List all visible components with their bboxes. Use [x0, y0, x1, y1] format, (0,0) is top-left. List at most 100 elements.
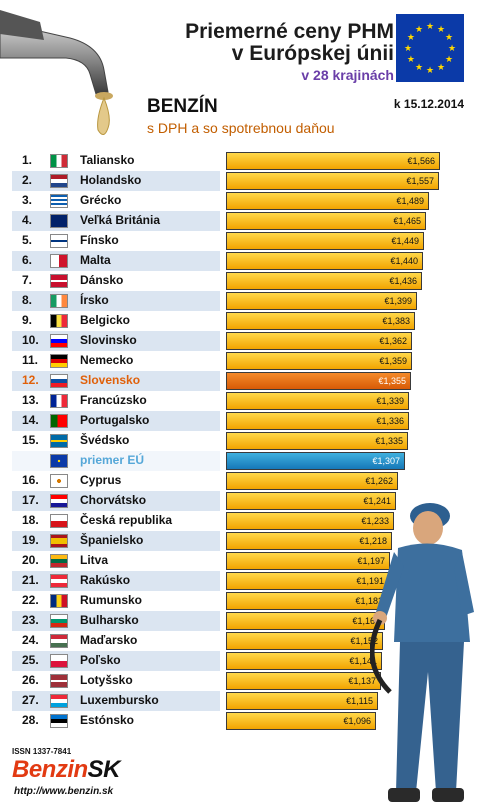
country-name: Grécko — [80, 193, 122, 207]
rank-label: 16. — [22, 473, 39, 487]
flag-de-icon — [50, 354, 68, 368]
price-bar: €1,339 — [226, 392, 409, 410]
country-name: Malta — [80, 253, 111, 267]
rank-label: 24. — [22, 633, 39, 647]
flag-eu-icon — [50, 454, 68, 468]
price-value-label: €1,115 — [346, 696, 373, 706]
price-bar: €1,218 — [226, 532, 392, 550]
benzinsk-logo: BenzinSK — [12, 756, 121, 784]
eu-average-row: priemer EÚ — [12, 451, 220, 471]
country-row: 3. Grécko — [12, 191, 220, 211]
country-row: 15. Švédsko — [12, 431, 220, 451]
flag-mt-icon — [50, 254, 68, 268]
rank-label: 11. — [22, 353, 39, 367]
flag-hr-icon — [50, 494, 68, 508]
eu-star-icon: ★ — [437, 24, 445, 34]
price-bar: €1,167 — [226, 612, 385, 630]
price-value-label: €1,489 — [396, 196, 424, 206]
logo-main-text: Benzin — [12, 756, 88, 783]
price-value-label: €1,241 — [363, 496, 391, 506]
eu-flag-icon: ★ ★★★★★★★★★★★ — [396, 14, 464, 82]
flag-at-icon — [50, 574, 68, 588]
country-name: Rakúsko — [80, 573, 131, 587]
price-bar: €1,241 — [226, 492, 396, 510]
flag-lt-icon — [50, 554, 68, 568]
fuel-worker-illustration — [370, 503, 474, 802]
price-value-label: €1,141 — [349, 656, 377, 666]
price-bar: €1,489 — [226, 192, 429, 210]
country-name: Litva — [80, 553, 109, 567]
country-name: Taliansko — [80, 153, 135, 167]
flag-cy-icon — [50, 474, 68, 488]
country-row: 7. Dánsko — [12, 271, 220, 291]
eu-star-icon: ★ — [448, 43, 456, 53]
country-row: 12. Slovensko — [12, 371, 220, 391]
rank-label: 20. — [22, 553, 39, 567]
flag-lv-icon — [50, 674, 68, 688]
fuel-description: s DPH a so spotrebnou daňou — [147, 120, 335, 136]
price-bar: €1,557 — [226, 172, 439, 190]
price-bar: €1,096 — [226, 712, 376, 730]
country-row: 28. Estónsko — [12, 711, 220, 731]
price-value-label: €1,557 — [406, 176, 434, 186]
price-bar: €1,465 — [226, 212, 426, 230]
chart-subtitle: v 28 krajinách — [301, 67, 394, 83]
date-label: k 15.12.2014 — [393, 97, 464, 111]
flag-gr-icon — [50, 194, 68, 208]
flag-be-icon — [50, 314, 68, 328]
price-bar: €1,152 — [226, 632, 383, 650]
rank-label: 2. — [22, 173, 33, 187]
flag-gb-icon — [50, 214, 68, 228]
country-row: 22. Rumunsko — [12, 591, 220, 611]
country-name: Česká republika — [80, 513, 173, 527]
flag-cz-icon — [50, 514, 68, 528]
fuel-type-label: BENZÍN — [147, 96, 218, 117]
flag-it-icon — [50, 154, 68, 168]
flag-fi-icon — [50, 234, 68, 248]
flag-ee-icon — [50, 714, 68, 728]
price-bar: €1,399 — [226, 292, 417, 310]
rank-label: 21. — [22, 573, 39, 587]
country-row: 18. Česká republika — [12, 511, 220, 531]
price-bar: €1,359 — [226, 352, 412, 370]
eu-star-icon: ★ — [415, 24, 423, 34]
price-value-label: €1,399 — [384, 296, 412, 306]
rank-label: 10. — [22, 333, 39, 347]
rank-label: 19. — [22, 533, 39, 547]
eu-star-icon: ★ — [445, 32, 453, 42]
rank-label: 5. — [22, 233, 33, 247]
price-bar: €1,436 — [226, 272, 422, 290]
flag-bg-icon — [50, 614, 68, 628]
country-name: Španielsko — [80, 533, 144, 547]
country-row: 1. Taliansko — [12, 151, 220, 171]
price-bar: €1,383 — [226, 312, 415, 330]
price-value-label: €1,383 — [382, 316, 410, 326]
flag-hu-icon — [50, 634, 68, 648]
country-name: Portugalsko — [80, 413, 150, 427]
price-value-label: €1,197 — [357, 556, 385, 566]
website-url[interactable]: http://www.benzin.sk — [14, 786, 114, 797]
flag-lu-icon — [50, 694, 68, 708]
price-bar: €1,449 — [226, 232, 424, 250]
country-row: 8. Írsko — [12, 291, 220, 311]
eu-star-icon: ★ — [437, 62, 445, 72]
country-row: 23. Bulharsko — [12, 611, 220, 631]
logo-suffix-text: SK — [87, 756, 121, 783]
flag-nl-icon — [50, 174, 68, 188]
rank-label: 25. — [22, 653, 39, 667]
price-value-label: €1,335 — [375, 436, 403, 446]
eu-star-icon: ★ — [415, 62, 423, 72]
country-row: 6. Malta — [12, 251, 220, 271]
rank-label: 17. — [22, 493, 39, 507]
country-name: Rumunsko — [80, 593, 143, 607]
country-name: Nemecko — [80, 353, 134, 367]
price-value-label: €1,167 — [352, 616, 380, 626]
fuel-nozzle-illustration — [0, 10, 113, 135]
country-name: Holandsko — [80, 173, 142, 187]
price-bar: €1,335 — [226, 432, 408, 450]
price-value-label: €1,566 — [407, 156, 435, 166]
price-bar: €1,197 — [226, 552, 390, 570]
rank-label: 15. — [22, 433, 39, 447]
flag-pl-icon — [50, 654, 68, 668]
price-value-label: €1,262 — [365, 476, 393, 486]
